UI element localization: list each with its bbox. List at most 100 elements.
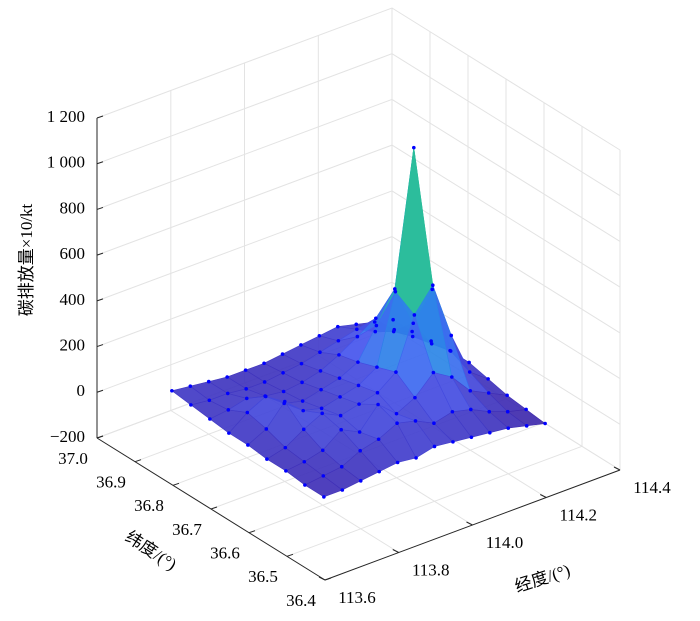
data-point (375, 365, 379, 369)
data-point (358, 479, 363, 483)
data-point (262, 361, 266, 366)
data-point (244, 396, 249, 401)
data-point (299, 361, 304, 366)
z-tick-label: 200 (60, 335, 86, 354)
data-point (262, 380, 267, 384)
data-point (170, 388, 174, 393)
z-tick (96, 252, 104, 256)
data-point (505, 409, 510, 414)
data-point (410, 334, 415, 339)
y-tick-label: 36.7 (172, 520, 202, 539)
data-point (467, 370, 472, 374)
data-point (322, 495, 326, 499)
data-point (391, 317, 395, 322)
data-point (357, 402, 361, 406)
data-point (486, 377, 490, 381)
grid-line (96, 118, 326, 581)
data-point (395, 460, 400, 465)
x-tick-label: 114.2 (559, 505, 597, 524)
data-point (299, 343, 303, 347)
y-tick-label: 36.6 (210, 544, 240, 563)
data-point (302, 459, 307, 464)
data-point (280, 352, 285, 356)
data-point (413, 419, 418, 423)
data-point (451, 440, 455, 444)
data-point (505, 393, 509, 398)
data-point (206, 379, 211, 384)
data-point (300, 399, 305, 403)
data-point (355, 334, 360, 339)
data-point (467, 360, 471, 365)
data-point (373, 329, 378, 334)
data-point (376, 437, 381, 442)
z-tick-label: 1 000 (47, 153, 85, 172)
z-tick (96, 115, 104, 119)
x-tick (613, 466, 621, 471)
data-point (354, 322, 359, 327)
data-point (412, 145, 416, 150)
y-tick (134, 459, 142, 463)
z-tick (96, 389, 104, 393)
data-point (284, 469, 288, 473)
data-point (486, 391, 491, 395)
data-point (283, 445, 288, 450)
data-point (321, 474, 326, 478)
data-point (281, 371, 285, 375)
data-point (188, 384, 193, 388)
data-point (303, 483, 307, 487)
x-tick (540, 494, 547, 498)
data-point (225, 375, 229, 379)
data-point (356, 383, 361, 388)
z-tick-label: −200 (50, 427, 85, 446)
data-point (468, 388, 473, 393)
data-point (524, 424, 529, 428)
data-point (524, 407, 528, 412)
data-point (376, 402, 380, 407)
z-tick-label: 1 200 (47, 107, 85, 126)
data-point (320, 411, 324, 416)
data-point (357, 430, 362, 434)
data-point (450, 409, 455, 414)
data-point (449, 333, 454, 338)
data-point (318, 350, 322, 354)
data-point (227, 431, 231, 435)
data-point (336, 338, 341, 343)
z-axis-title: 碳排放量×10/kt (17, 203, 36, 316)
data-point (338, 395, 342, 399)
data-point (358, 448, 362, 453)
data-point (432, 421, 436, 425)
data-point (317, 333, 322, 338)
data-point (336, 324, 340, 329)
grid-line (96, 7, 621, 151)
data-point (355, 327, 359, 332)
data-point (301, 408, 305, 413)
data-point (506, 426, 511, 430)
x-tick-label: 113.8 (412, 560, 450, 579)
data-point (431, 370, 436, 375)
y-tick-label: 36.9 (96, 473, 126, 492)
data-point (469, 407, 473, 412)
data-point (391, 329, 396, 334)
data-point (281, 389, 286, 394)
data-point (207, 398, 212, 403)
grid-line (170, 90, 400, 553)
data-point (488, 430, 492, 435)
x-tick-label: 114.0 (486, 533, 524, 552)
data-point (410, 329, 414, 334)
y-tick (96, 435, 104, 439)
data-point (320, 448, 325, 453)
data-point (429, 341, 434, 346)
data-point (450, 375, 454, 379)
data-point (225, 391, 230, 396)
data-point (340, 488, 345, 492)
data-point (300, 380, 304, 385)
data-point (301, 427, 306, 432)
data-point (395, 421, 399, 426)
data-point (393, 289, 398, 294)
data-point (189, 403, 193, 407)
x-axis-title: 经度/(°) (513, 561, 573, 597)
data-point (394, 370, 398, 374)
x-tick (466, 521, 473, 526)
y-tick-label: 37.0 (58, 449, 88, 468)
